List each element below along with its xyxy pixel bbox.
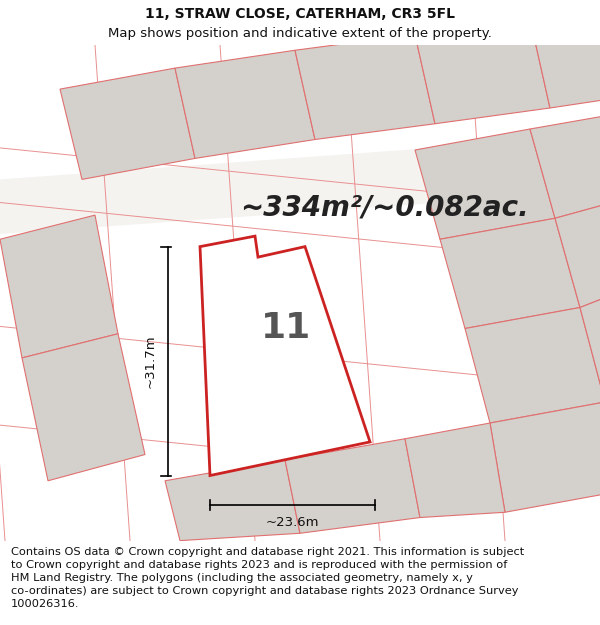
Polygon shape xyxy=(490,402,600,512)
Text: ~23.6m: ~23.6m xyxy=(266,516,319,529)
Polygon shape xyxy=(165,460,300,541)
Polygon shape xyxy=(415,129,555,239)
Polygon shape xyxy=(0,134,600,234)
Text: 11, STRAW CLOSE, CATERHAM, CR3 5FL: 11, STRAW CLOSE, CATERHAM, CR3 5FL xyxy=(145,6,455,21)
Text: Contains OS data © Crown copyright and database right 2021. This information is : Contains OS data © Crown copyright and d… xyxy=(11,546,524,609)
Polygon shape xyxy=(530,8,600,108)
Polygon shape xyxy=(200,236,370,476)
Polygon shape xyxy=(22,334,145,481)
Polygon shape xyxy=(440,218,580,329)
Polygon shape xyxy=(465,308,600,423)
Polygon shape xyxy=(295,34,435,139)
Text: ~334m²/~0.082ac.: ~334m²/~0.082ac. xyxy=(240,194,529,222)
Text: Map shows position and indicative extent of the property.: Map shows position and indicative extent… xyxy=(108,28,492,40)
Polygon shape xyxy=(580,292,600,402)
Text: 11: 11 xyxy=(261,311,311,345)
Polygon shape xyxy=(60,68,195,179)
Polygon shape xyxy=(555,201,600,308)
Polygon shape xyxy=(405,423,505,518)
Polygon shape xyxy=(285,439,420,533)
Polygon shape xyxy=(175,50,315,158)
Text: ~31.7m: ~31.7m xyxy=(143,334,157,388)
Polygon shape xyxy=(415,19,550,124)
Polygon shape xyxy=(530,113,600,218)
Polygon shape xyxy=(0,215,118,358)
